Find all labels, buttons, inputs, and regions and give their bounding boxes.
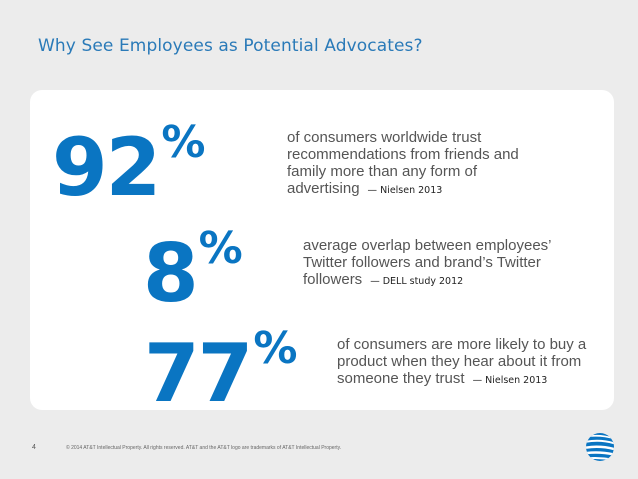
desc-line: of consumers worldwide trust <box>287 129 482 146</box>
desc-line: family more than any form of <box>287 163 478 180</box>
page-number: 4 <box>32 444 36 451</box>
stat-unit: % <box>198 223 243 274</box>
stat-description-8: average overlap between employees’ Twitt… <box>303 237 552 290</box>
stats-panel <box>30 90 614 410</box>
stat-92-percent: 92% <box>52 121 205 208</box>
desc-line: someone they trust <box>337 370 465 387</box>
stat-77-percent: 77% <box>144 327 297 414</box>
stat-description-92: of consumers worldwide trust recommendat… <box>287 129 519 199</box>
desc-line: average overlap between employees’ <box>303 237 552 254</box>
stat-8-percent: 8% <box>143 227 243 314</box>
desc-line: Twitter followers and brand’s Twitter <box>303 254 541 271</box>
slide-title: Why See Employees as Potential Advocates… <box>38 36 423 56</box>
stat-number: 8 <box>143 227 199 320</box>
desc-line: advertising <box>287 180 360 197</box>
source-citation: — DELL study 2012 <box>370 276 464 287</box>
stat-number: 77 <box>144 327 253 420</box>
copyright-footer: © 2014 AT&T Intellectual Property. All r… <box>66 445 342 451</box>
stat-description-77: of consumers are more likely to buy a pr… <box>337 336 586 389</box>
source-citation: — Nielsen 2013 <box>367 185 443 196</box>
att-globe-icon <box>585 432 615 467</box>
desc-line: recommendations from friends and <box>287 146 519 163</box>
stat-unit: % <box>253 323 298 374</box>
stat-unit: % <box>161 117 206 168</box>
stat-number: 92 <box>52 121 161 214</box>
desc-line: product when they hear about it from <box>337 353 582 370</box>
source-citation: — Nielsen 2013 <box>472 375 548 386</box>
desc-line: followers <box>303 271 363 288</box>
desc-line: of consumers are more likely to buy a <box>337 336 587 353</box>
